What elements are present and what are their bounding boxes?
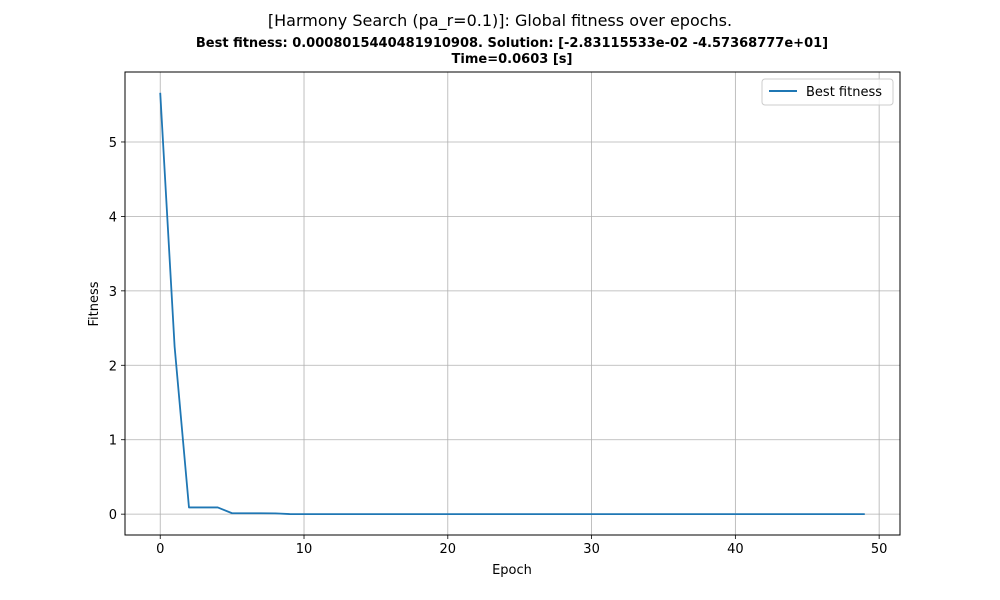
chart-subtitle-line1: Best fitness: 0.0008015440481910908. Sol…	[196, 36, 828, 51]
x-tick-label: 30	[583, 542, 600, 557]
legend-box	[761, 78, 894, 106]
series-line-best-fitness	[159, 92, 865, 515]
chart-title: [Harmony Search (pa_r=0.1)]: Global fitn…	[268, 11, 732, 31]
y-grid	[125, 141, 900, 515]
y-tick-label: 0	[109, 508, 117, 523]
y-tick-label: 4	[109, 210, 117, 225]
legend-label-best-fitness: Best fitness	[806, 85, 882, 100]
series-layer	[159, 92, 865, 515]
y-tick-label: 3	[109, 285, 117, 300]
legend: Best fitness	[761, 78, 894, 106]
y-tick-label: 5	[109, 136, 117, 151]
x-tick-label: 20	[440, 542, 457, 557]
plot-frame	[124, 71, 901, 536]
y-tick-label: 1	[109, 434, 117, 449]
x-tick-label: 40	[727, 542, 744, 557]
x-tick-label: 10	[296, 542, 313, 557]
y-tick-label: 2	[109, 359, 117, 374]
x-tick-label: 50	[871, 542, 888, 557]
y-axis-ticks: 0 1 2 3 4 5	[109, 136, 125, 523]
y-axis-label: Fitness	[87, 281, 102, 326]
x-axis-ticks: 0 10 20 30 40 50	[156, 535, 887, 557]
chart-subtitle-line2: Time=0.0603 [s]	[452, 52, 573, 67]
x-grid	[159, 72, 880, 535]
plot-area	[124, 71, 901, 536]
x-axis-label: Epoch	[492, 563, 532, 578]
x-tick-label: 0	[156, 542, 164, 557]
